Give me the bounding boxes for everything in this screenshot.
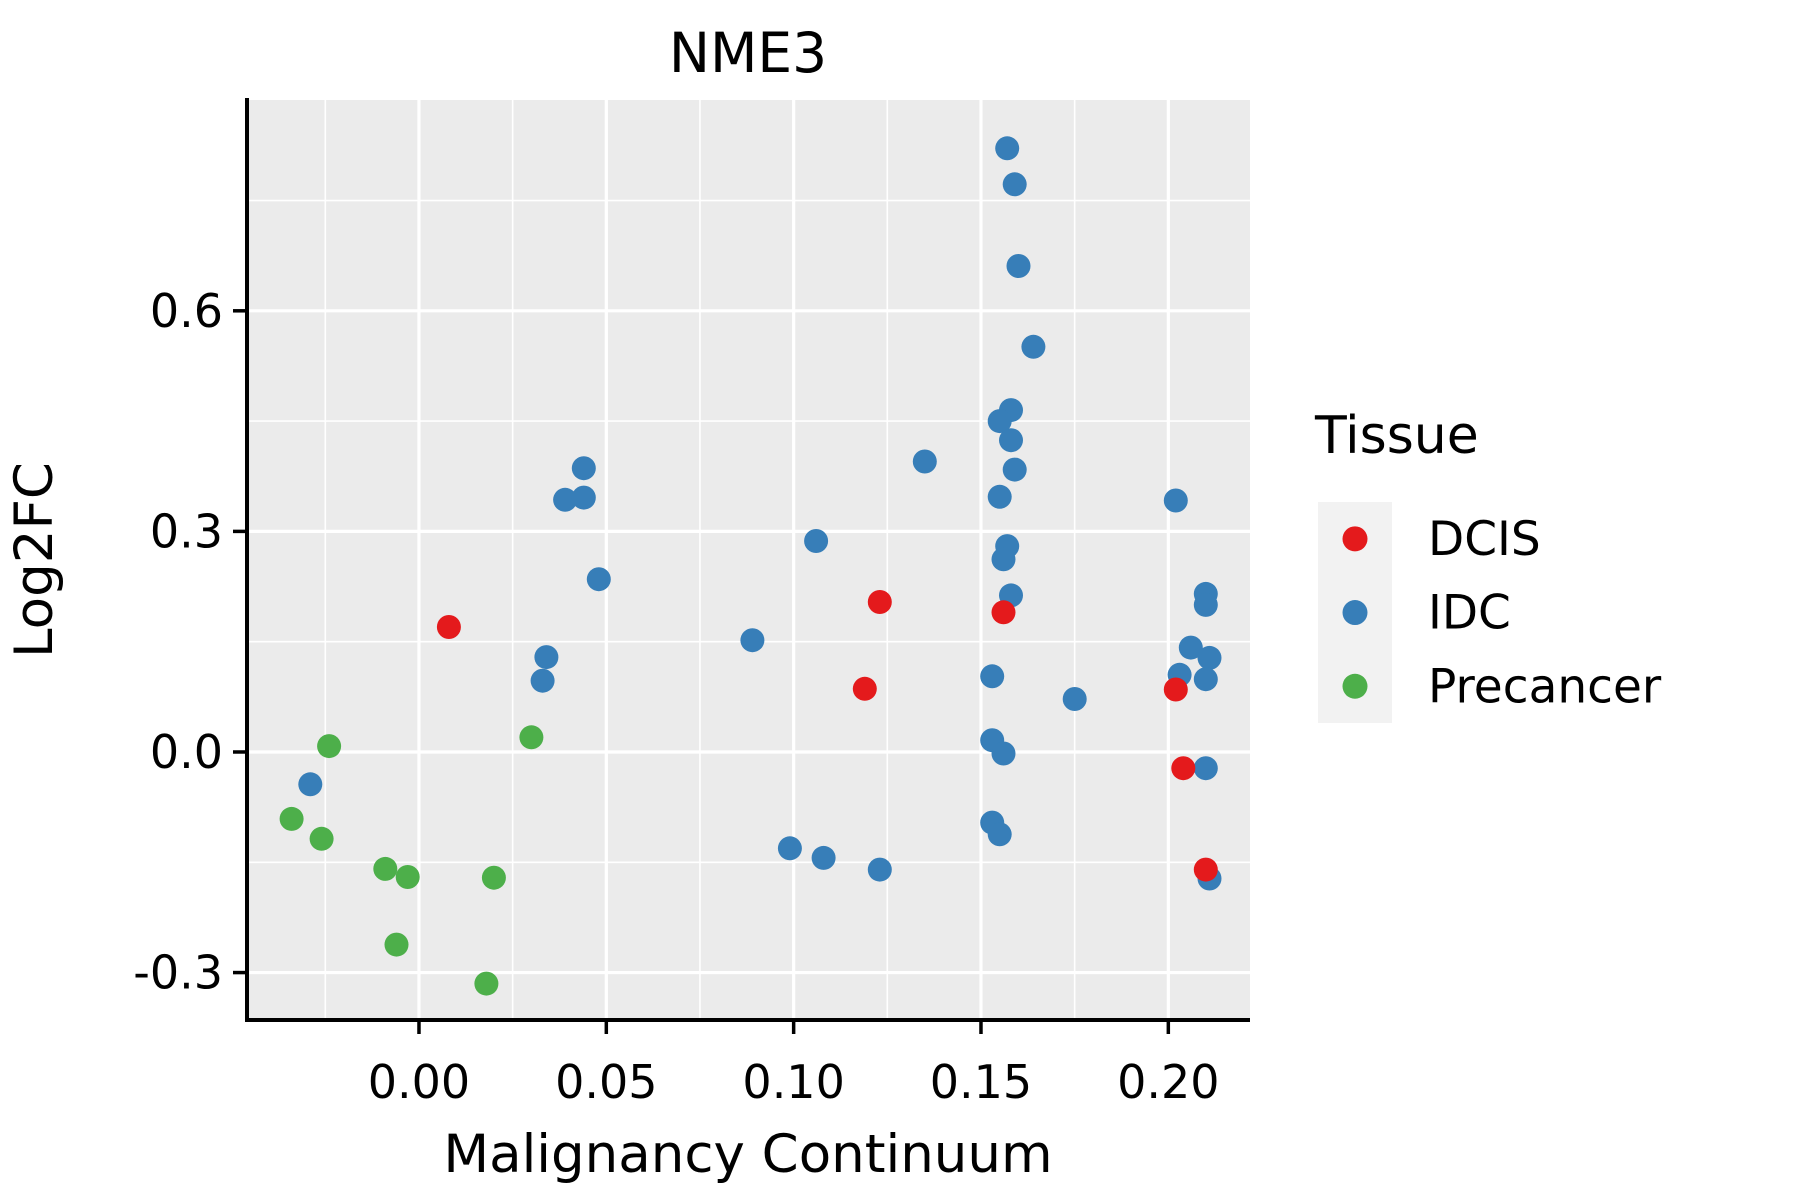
data-point-idc (1193, 667, 1218, 692)
data-point-precancer (373, 856, 398, 881)
data-point-idc (571, 456, 596, 481)
data-point-idc (1178, 635, 1203, 660)
data-point-idc (980, 664, 1005, 689)
data-point-idc (1002, 457, 1027, 482)
data-point-precancer (395, 865, 420, 889)
data-point-idc (995, 136, 1020, 161)
data-point-idc (867, 857, 892, 882)
data-point-idc (1006, 254, 1031, 278)
data-point-idc (777, 836, 802, 861)
x-tick-label: 0.05 (555, 1055, 657, 1109)
legend-swatch-dcis (1342, 526, 1368, 552)
data-point-idc (740, 628, 765, 653)
data-point-idc (1163, 488, 1188, 513)
data-point-dcis (1171, 756, 1196, 781)
data-point-precancer (481, 865, 506, 890)
data-point-idc (811, 845, 836, 870)
data-point-precancer (279, 806, 304, 831)
axis-tick-labels: 0.00 0.05 0.10 0.15 0.20 -0.3 0.0 0.3 0.6 (133, 284, 1219, 1109)
data-point-idc (1021, 334, 1046, 359)
data-point-idc (804, 529, 829, 553)
x-tick-label: 0.15 (930, 1055, 1032, 1109)
data-point-idc (1062, 687, 1087, 711)
data-point-idc (991, 741, 1016, 766)
data-point-dcis (991, 600, 1016, 625)
y-tick-label: 0.6 (150, 284, 223, 338)
data-point-idc (1193, 592, 1218, 617)
legend-label-dcis: DCIS (1428, 512, 1541, 567)
data-point-dcis (436, 615, 461, 639)
data-point-dcis (1193, 857, 1218, 882)
x-axis-title: Malignancy Continuum (443, 1124, 1052, 1185)
data-point-idc (987, 822, 1012, 847)
data-point-idc (912, 449, 937, 474)
data-point-precancer (384, 932, 409, 957)
data-point-idc (991, 547, 1016, 572)
data-point-idc (534, 645, 559, 670)
data-point-precancer (519, 725, 544, 750)
major-gridlines (247, 100, 1250, 1020)
data-point-idc (1002, 172, 1027, 197)
legend-swatch-precancer (1342, 673, 1368, 699)
scatter-points (279, 136, 1222, 996)
data-point-idc (1197, 645, 1222, 670)
data-point-idc (553, 487, 578, 512)
y-tick-label: 0.0 (150, 725, 223, 779)
data-point-idc (987, 409, 1012, 434)
data-point-idc (987, 484, 1012, 509)
data-point-idc (571, 485, 596, 510)
data-point-idc (586, 567, 611, 592)
plot-panel (247, 100, 1250, 1020)
legend-label-precancer: Precancer (1428, 659, 1662, 714)
minor-gridlines (247, 100, 1250, 1020)
legend: Tissue DCIS IDC Precancer (1314, 406, 1662, 723)
x-tick-label: 0.20 (1117, 1055, 1219, 1109)
data-point-idc (530, 668, 555, 693)
legend-label-idc: IDC (1428, 586, 1511, 641)
data-point-idc (999, 428, 1023, 453)
y-axis-title: Log2FC (4, 462, 65, 658)
data-point-idc (298, 772, 323, 797)
plot-title: NME3 (669, 21, 827, 85)
legend-swatch-idc (1342, 600, 1368, 626)
data-point-precancer (474, 971, 499, 996)
data-point-precancer (317, 734, 342, 759)
data-point-idc (1193, 756, 1218, 781)
x-tick-label: 0.00 (368, 1055, 470, 1109)
legend-entries: DCIS IDC Precancer (1342, 512, 1662, 714)
axis-spines (245, 98, 1250, 1022)
data-point-dcis (852, 676, 877, 701)
y-tick-label: -0.3 (133, 946, 223, 1000)
data-point-dcis (1163, 677, 1188, 702)
x-tick-label: 0.10 (742, 1055, 844, 1109)
axis-ticks (233, 309, 1171, 1034)
data-point-dcis (867, 590, 892, 614)
data-point-precancer (309, 826, 334, 851)
y-tick-label: 0.3 (150, 504, 223, 558)
legend-title: Tissue (1314, 406, 1479, 466)
